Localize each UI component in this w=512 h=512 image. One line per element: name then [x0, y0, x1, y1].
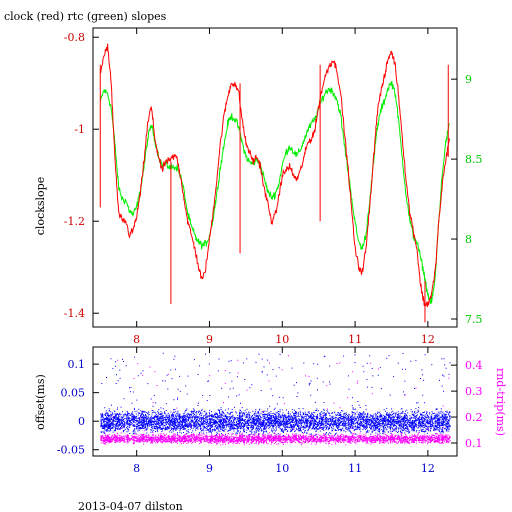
- top-plot-axes: 8 9 10 11 12 -0.8 -1 -1.2 -1.4 9 8.5 8 7.5: [64, 28, 483, 346]
- series-offset-points: [100, 352, 451, 438]
- series-rnd-trip-points: [100, 355, 451, 446]
- chart-title: clock (red) rtc (green) slopes: [4, 10, 167, 23]
- y-right-tick-label: 0.4: [465, 359, 483, 372]
- y-right-tick-label: 0.3: [465, 385, 483, 398]
- x-tick-label: 9: [206, 333, 213, 346]
- y-left-tick-label: -1: [74, 123, 85, 136]
- bottom-plot-axes: 8 9 10 11 12 0.1 0.05 0 -0.05 0.4 0.3 0.2 0.1: [57, 347, 483, 475]
- y-left-tick-label: 0: [78, 415, 85, 428]
- top-y-axis-label: clockslope: [34, 177, 47, 235]
- x-tick-label: 8: [133, 462, 140, 475]
- x-tick-label: 10: [275, 462, 289, 475]
- y-right-tick-label: 7.5: [465, 313, 483, 326]
- footer-label: 2013-04-07 dilston: [78, 500, 183, 512]
- y-left-tick-label: -0.05: [57, 444, 85, 457]
- x-tick-label: 12: [421, 333, 435, 346]
- bottom-plot-frame: [92, 346, 458, 457]
- y-right-tick-label: 0.1: [465, 437, 483, 450]
- series-clock-line: [99, 43, 451, 308]
- bottom-y-axis-label: offset(ms): [34, 374, 47, 430]
- top-plot-data: [99, 43, 451, 323]
- x-tick-label: 12: [421, 462, 435, 475]
- y-left-tick-label: -1.2: [64, 215, 85, 228]
- y-left-tick-label: 0.05: [61, 387, 86, 400]
- y-right-tick-label: 8: [465, 233, 472, 246]
- y-left-tick-label: -0.8: [64, 31, 85, 44]
- bottom-plot-data: [100, 352, 451, 446]
- x-tick-label: 9: [206, 462, 213, 475]
- y-right-tick-label: 8.5: [465, 153, 483, 166]
- x-tick-label: 10: [275, 333, 289, 346]
- x-tick-label: 11: [348, 333, 362, 346]
- x-tick-label: 8: [133, 333, 140, 346]
- x-tick-label: 11: [348, 462, 362, 475]
- y-left-tick-label: 0.1: [68, 358, 86, 371]
- bottom-right-axis-label: rnd-trip(ms): [494, 368, 507, 436]
- y-right-tick-label: 0.2: [465, 411, 483, 424]
- y-left-tick-label: -1.4: [64, 307, 85, 320]
- y-right-tick-label: 9: [465, 73, 472, 86]
- top-plot-frame: [92, 27, 458, 328]
